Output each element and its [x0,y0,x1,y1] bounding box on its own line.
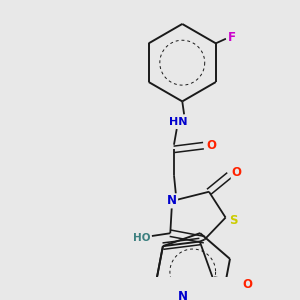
Text: N: N [178,290,188,300]
Text: O: O [243,278,253,291]
Text: HO: HO [133,233,151,243]
Text: O: O [207,139,217,152]
Text: N: N [167,194,177,208]
Text: F: F [227,31,236,44]
Text: HN: HN [169,117,188,127]
Text: S: S [229,214,237,227]
Text: O: O [232,166,242,179]
